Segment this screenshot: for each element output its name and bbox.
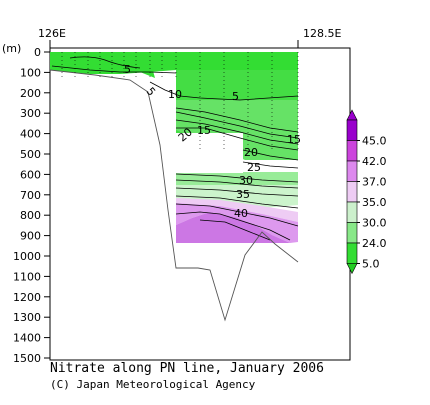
no-data-gap — [168, 133, 243, 173]
colorbar-arrow-bottom — [346, 263, 358, 275]
y-tick-label: 700 — [20, 189, 41, 202]
y-tick-label: 200 — [20, 87, 41, 100]
nitrate-pale-violet — [176, 198, 298, 222]
colorbar-swatch — [346, 160, 358, 182]
colorbar-swatch — [346, 140, 358, 162]
x-tick-label-126e: 126E — [38, 27, 66, 40]
contour-label: 5 — [124, 63, 131, 76]
contour-label: 15 — [197, 124, 211, 137]
station-lines — [61, 52, 299, 150]
y-tick-label: 1200 — [13, 291, 41, 304]
chart-credit: (C) Japan Meteorological Agency — [50, 378, 256, 391]
colorbar-label: 45.0 — [362, 135, 387, 148]
contour-label: 5 — [144, 85, 158, 99]
contour-label: 15 — [287, 133, 301, 146]
y-tick-label: 900 — [20, 230, 41, 243]
y-tick-label: 800 — [20, 209, 41, 222]
y-tick-label: 100 — [20, 66, 41, 79]
colorbar: 45.0 42.0 37.0 35.0 30.0 24.0 5.0 — [346, 109, 387, 275]
colorbar-label: 35.0 — [362, 196, 387, 209]
colorbar-label: 37.0 — [362, 176, 387, 189]
y-tick-label: 0 — [34, 46, 41, 59]
colorbar-swatch — [346, 181, 358, 203]
nitrate-deep-violet — [176, 212, 290, 243]
contour-label: 30 — [239, 174, 253, 187]
y-axis: 0 100 200 300 400 500 600 700 800 900 1000 1100 1200… — [13, 46, 50, 365]
colorbar-label: 42.0 — [362, 155, 387, 168]
contour-label-group: 5 5 10 5 15 20 15 20 25 30 35 40 — [124, 63, 301, 220]
y-tick-label: 1000 — [13, 250, 41, 263]
colorbar-swatch — [346, 119, 358, 141]
colorbar-arrow-top — [346, 109, 358, 121]
contour-label: 25 — [247, 161, 261, 174]
y-tick-label: 1300 — [13, 311, 41, 324]
colorbar-swatch — [346, 201, 358, 223]
y-tick-label: 400 — [20, 128, 41, 141]
y-tick-label: 1400 — [13, 332, 41, 345]
bathymetry-line — [49, 69, 299, 322]
colorbar-label: 24.0 — [362, 237, 387, 250]
contour-label: 20 — [244, 146, 258, 159]
contour-label: 35 — [236, 188, 250, 201]
nitrate-shelf-green — [50, 60, 155, 78]
colorbar-swatch — [346, 242, 358, 264]
colorbar-label: 30.0 — [362, 217, 387, 230]
contour-label: 5 — [232, 90, 239, 103]
contour-lines — [51, 56, 299, 241]
x-tick-label-128-5e: 128.5E — [303, 27, 341, 40]
y-tick-label: 600 — [20, 168, 41, 181]
y-tick-label: 300 — [20, 107, 41, 120]
y-axis-unit: (m) — [2, 42, 21, 55]
y-tick-label: 1100 — [13, 270, 41, 283]
chart-title: Nitrate along PN line, January 2006 — [50, 361, 324, 376]
colorbar-swatch — [346, 222, 358, 244]
colorbar-label: 5.0 — [362, 258, 380, 271]
contour-label: 10 — [168, 88, 182, 101]
y-tick-label: 500 — [20, 148, 41, 161]
contour-label: 40 — [234, 207, 248, 220]
y-tick-label: 1500 — [13, 352, 41, 365]
